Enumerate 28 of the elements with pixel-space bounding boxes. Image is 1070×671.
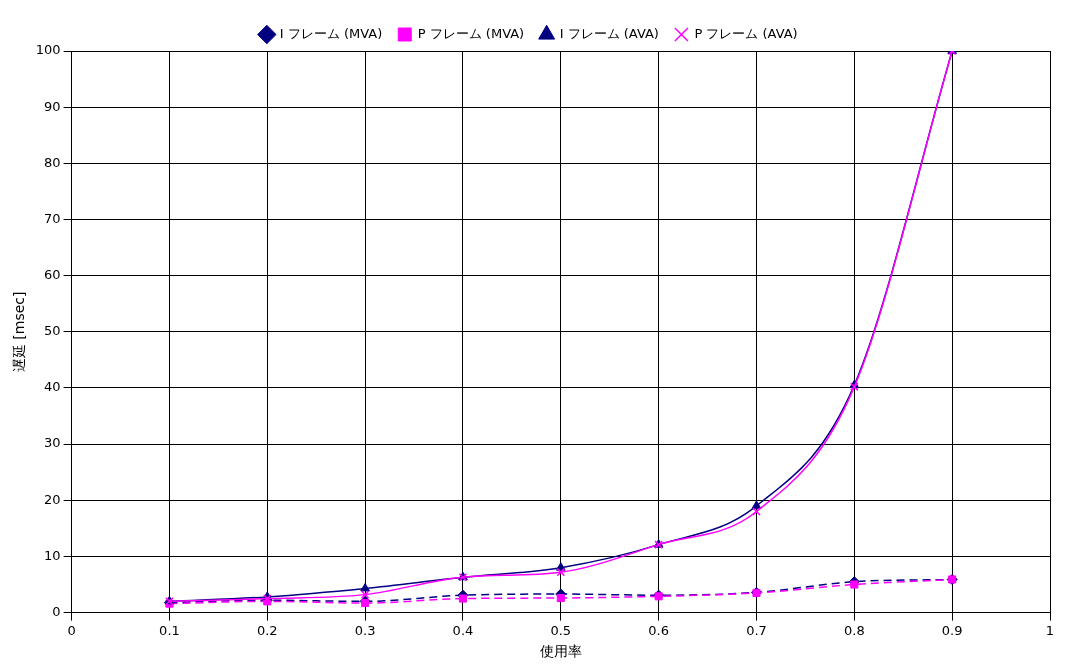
x-tick-label: 0.4 (452, 622, 474, 638)
legend-label: P フレーム (AVA) (694, 25, 798, 41)
y-tick-label: 50 (44, 323, 61, 339)
legend-label: I フレーム (MVA) (279, 25, 383, 41)
x-tick-label: 0.6 (648, 622, 669, 638)
x-tick-label: 1 (1045, 622, 1055, 638)
y-tick-label: 20 (44, 491, 61, 507)
x-tick-label: 0.5 (550, 622, 572, 638)
x-tick-label: 0.1 (159, 622, 180, 638)
x-tick-label: 0.2 (256, 622, 278, 638)
x-tick-label: 0.8 (843, 622, 865, 638)
y-tick-label: 60 (44, 267, 61, 283)
x-axis-title: 使用率 (539, 643, 582, 660)
y-tick-label: 90 (44, 98, 61, 114)
y-tick-label: 30 (44, 435, 61, 451)
y-tick-label: 70 (44, 210, 61, 226)
x-tick-label: 0.3 (354, 622, 376, 638)
y-tick-label: 80 (44, 154, 61, 170)
x-tick-label: 0.7 (746, 622, 767, 638)
y-tick-label: 100 (35, 42, 61, 58)
legend-label: I フレーム (AVA) (559, 25, 659, 41)
y-tick-label: 10 (44, 547, 61, 563)
y-tick-label: 0 (52, 603, 61, 619)
x-tick-label: 0.9 (941, 622, 963, 638)
y-axis-title: 遅延 [msec] (11, 291, 28, 373)
y-tick-label: 40 (44, 379, 61, 395)
legend-label: P フレーム (MVA) (417, 25, 525, 41)
x-tick-label: 0 (67, 622, 76, 638)
